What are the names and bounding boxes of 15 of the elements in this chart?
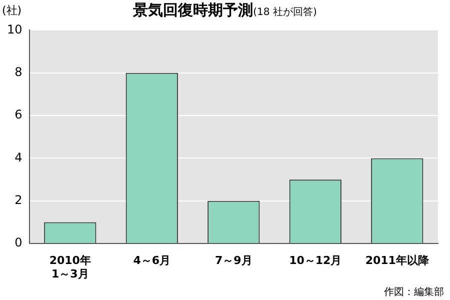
x-tick-label: 4～6月	[133, 254, 171, 268]
y-tick-label: 10	[6, 22, 22, 36]
y-tick-label: 0	[14, 236, 22, 250]
y-tick-label: 2	[14, 193, 22, 208]
y-axis-title: (社)	[2, 3, 22, 18]
chart-title: 景気回復時期予測	[133, 1, 254, 19]
y-tick-label: 6	[14, 108, 22, 122]
x-tick-label: 2010年 1～3月	[49, 254, 91, 280]
x-tick-label: 2011年以降	[365, 254, 430, 268]
x-tick-label: 10～12月	[289, 254, 342, 268]
y-tick-label: 4	[14, 150, 22, 164]
y-tick-label: 8	[14, 65, 22, 80]
text: 作図：編集部	[384, 286, 444, 299]
chart-subtitle: (18 社が回答)	[253, 7, 317, 18]
x-tick-label: 7～9月	[214, 254, 252, 268]
